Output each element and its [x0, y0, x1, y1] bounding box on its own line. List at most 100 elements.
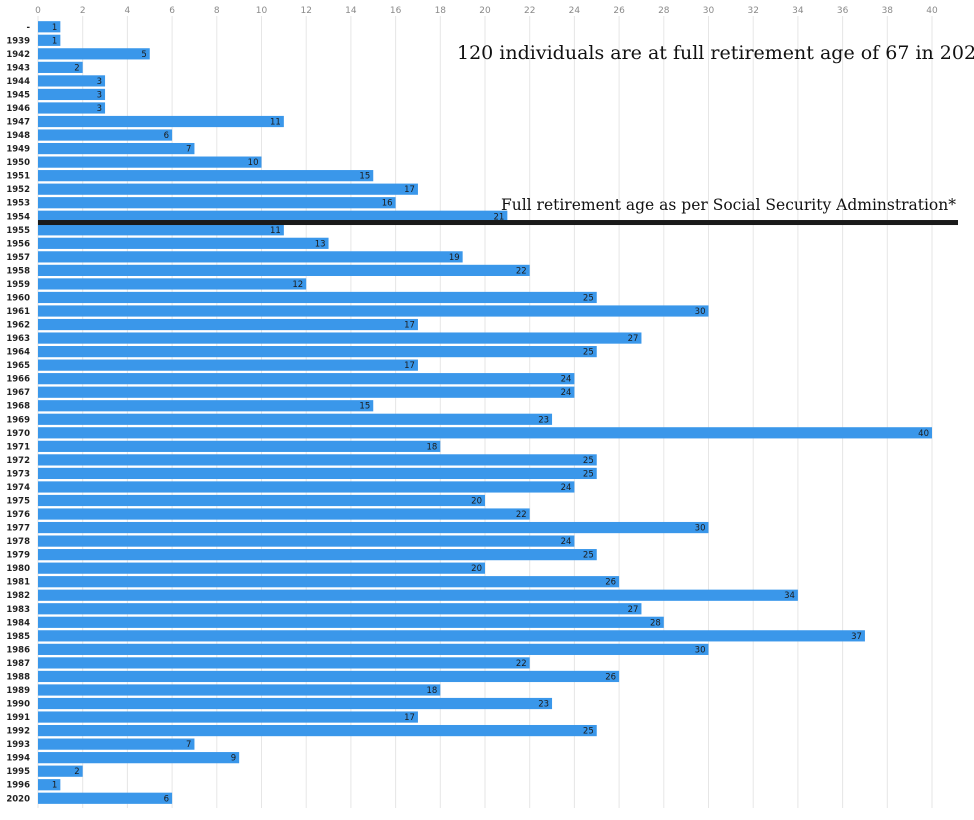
data-label: 25: [583, 727, 594, 737]
data-label: 17: [404, 361, 415, 371]
bar: [38, 61, 83, 73]
y-category-label: 1954: [6, 212, 30, 222]
x-tick-label: 6: [169, 6, 175, 16]
data-label: 1: [52, 23, 57, 33]
data-label: 13: [315, 239, 326, 249]
x-tick-label: 14: [345, 6, 357, 16]
data-label: 12: [292, 280, 303, 290]
data-label: 17: [404, 185, 415, 195]
x-tick-label: 2: [80, 6, 86, 16]
data-label: 3: [97, 77, 102, 87]
bar: [38, 576, 620, 588]
data-label: 25: [583, 348, 594, 358]
data-label: 30: [695, 307, 706, 317]
data-label: 24: [561, 483, 572, 493]
y-category-label: 1950: [6, 158, 30, 168]
data-label: 37: [851, 632, 862, 642]
data-label: 2: [74, 767, 79, 777]
bar: [38, 115, 284, 128]
data-label: 20: [471, 496, 482, 506]
bar: [38, 711, 418, 723]
x-tick-label: 12: [300, 6, 311, 16]
bar: [38, 508, 530, 520]
y-category-label: 1963: [6, 334, 30, 344]
x-tick-label: 24: [569, 6, 581, 16]
y-category-label: 1958: [6, 266, 30, 276]
bar: [38, 697, 553, 710]
data-label: 22: [516, 510, 527, 520]
bar: [38, 643, 709, 655]
y-category-label: 1978: [6, 537, 30, 547]
y-category-label: 1989: [6, 686, 30, 696]
bar: [38, 779, 61, 791]
x-tick-label: 28: [658, 6, 670, 16]
x-tick-label: 18: [435, 6, 447, 16]
x-tick-label: 16: [390, 6, 402, 16]
bar: [38, 346, 597, 358]
bar: [38, 427, 932, 439]
y-category-label: 1964: [6, 348, 30, 358]
annotation-full-retirement-line: Full retirement age as per Social Securi…: [500, 196, 956, 214]
y-category-label: 1981: [6, 578, 30, 588]
bar: [38, 792, 173, 804]
data-label: 30: [695, 524, 706, 534]
y-category-label: 1947: [6, 118, 30, 128]
bar: [38, 521, 709, 534]
y-category-label: 1961: [6, 307, 30, 317]
bar: [38, 129, 173, 141]
y-category-label: 1988: [6, 672, 30, 682]
x-tick-label: 30: [703, 6, 715, 16]
data-label: 1: [52, 781, 57, 791]
data-label: 5: [141, 50, 146, 60]
data-label: 11: [270, 118, 281, 128]
y-category-label: 1973: [6, 469, 30, 479]
x-tick-label: 36: [837, 6, 849, 16]
bar: [38, 75, 106, 87]
y-category-label: 1955: [6, 226, 30, 236]
bar: [38, 481, 575, 493]
bar: [38, 400, 374, 412]
annotation-retirement-count: 120 individuals are at full retirement a…: [457, 42, 974, 64]
bar: [38, 440, 441, 452]
data-label: 6: [164, 131, 169, 141]
bar: [38, 630, 865, 642]
x-tick-label: 0: [35, 6, 41, 16]
data-label: 2: [74, 63, 79, 73]
y-category-label: 1995: [6, 767, 30, 777]
data-label: 17: [404, 321, 415, 331]
y-category-label: 1975: [6, 496, 30, 506]
y-category-label: 1960: [6, 293, 30, 303]
data-label: 26: [605, 672, 616, 682]
bar: [38, 210, 508, 222]
x-tick-label: 8: [214, 6, 220, 16]
y-category-label: 1957: [6, 253, 30, 263]
data-label: 16: [382, 199, 393, 209]
bar: [38, 413, 553, 425]
bar: [38, 738, 195, 750]
bar: [38, 21, 61, 33]
y-category-label: 1974: [6, 483, 30, 493]
bar: [38, 170, 374, 182]
bar: [38, 454, 597, 466]
bar: [38, 48, 150, 60]
bar: [38, 670, 620, 683]
y-category-label: 1984: [6, 618, 30, 628]
data-label: 15: [359, 172, 370, 182]
data-label: 22: [516, 659, 527, 669]
bar: [38, 318, 418, 331]
x-tick-label: 32: [747, 6, 758, 16]
data-label: 23: [538, 415, 549, 425]
y-category-label: 1943: [6, 63, 30, 73]
bar: [38, 657, 530, 669]
bar: [38, 373, 575, 385]
bar: [38, 603, 642, 615]
data-label: 10: [248, 158, 259, 168]
data-label: 3: [97, 104, 102, 114]
data-label: 11: [270, 226, 281, 236]
y-category-label: 1986: [6, 645, 30, 655]
y-category-label: 1946: [6, 104, 30, 114]
bar: [38, 535, 575, 547]
bar: [38, 237, 329, 249]
bar: [38, 765, 83, 777]
